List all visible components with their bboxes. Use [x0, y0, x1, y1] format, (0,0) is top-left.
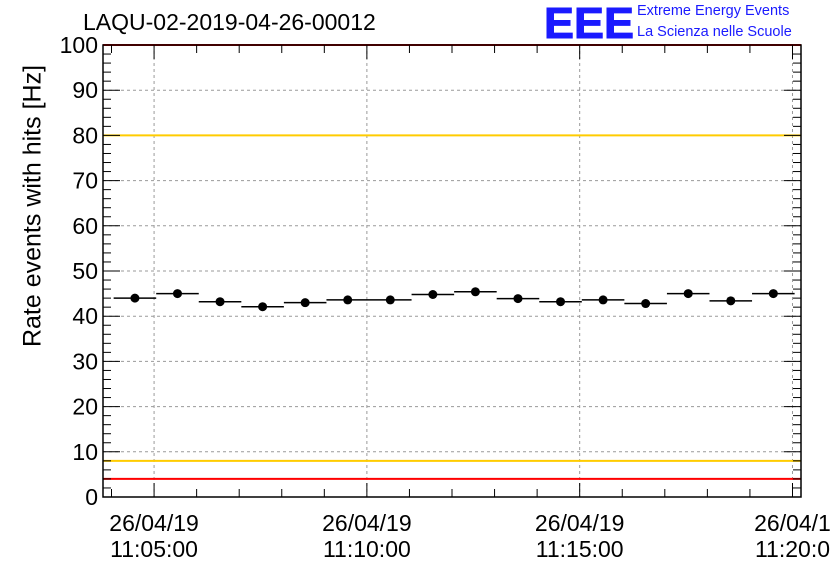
data-point: [768, 289, 778, 299]
data-point: [343, 295, 353, 305]
data-point: [598, 295, 608, 305]
data-point: [258, 302, 268, 312]
data-point: [172, 289, 182, 299]
y-tick-label: 60: [72, 213, 98, 239]
x-tick-date: 26/04/19: [535, 510, 625, 536]
y-tick-label: 100: [60, 32, 98, 58]
data-point: [130, 293, 140, 303]
x-tick-date: 26/04/19: [322, 510, 412, 536]
y-tick-label: 10: [72, 439, 98, 465]
y-tick-label: 0: [85, 484, 98, 510]
x-tick-date: 26/04/1: [754, 510, 831, 536]
data-point: [556, 297, 566, 307]
eee-logo: EEE: [544, 2, 635, 42]
y-tick-label: 80: [72, 122, 98, 148]
data-point: [470, 287, 480, 297]
data-point: [300, 298, 310, 308]
grid: [103, 45, 801, 497]
data-point: [513, 294, 523, 304]
chart-title: LAQU-02-2019-04-26-00012: [83, 9, 376, 35]
x-tick-time: 11:05:00: [110, 536, 198, 562]
y-tick-label: 70: [72, 168, 98, 194]
svg-text:EEE: EEE: [544, 2, 634, 42]
org-name-line2: La Scienza nelle Scuole: [637, 24, 792, 40]
data-series: [113, 287, 795, 312]
y-axis: 0 10 20 30 40 50 60 70 80 90 100: [60, 32, 801, 510]
x-tick-time: 11:20:0: [755, 536, 830, 562]
x-axis: 26/04/1911:05:0026/04/1911:10:0026/04/19…: [109, 45, 831, 562]
data-point: [215, 297, 225, 307]
y-tick-label: 90: [72, 77, 98, 103]
y-tick-label: 40: [72, 303, 98, 329]
x-tick-date: 26/04/19: [109, 510, 199, 536]
data-point: [641, 299, 651, 309]
reference-lines: [103, 44, 801, 480]
data-point: [385, 295, 395, 305]
y-tick-label: 30: [72, 348, 98, 374]
org-name-line1: Extreme Energy Events: [637, 3, 790, 19]
data-point: [726, 296, 736, 306]
data-point: [683, 289, 693, 299]
y-tick-label: 20: [72, 394, 98, 420]
data-point: [428, 290, 438, 300]
x-tick-time: 11:15:00: [536, 536, 624, 562]
y-axis-label: Rate events with hits [Hz]: [18, 64, 47, 348]
x-tick-time: 11:10:00: [323, 536, 411, 562]
y-tick-label: 50: [72, 258, 98, 284]
